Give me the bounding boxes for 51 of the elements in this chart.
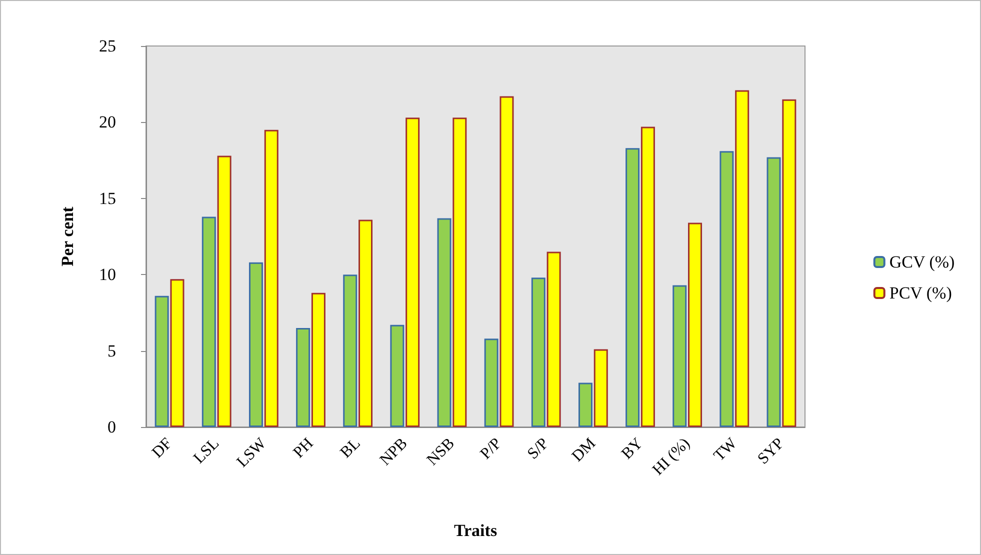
x-tick-label: NSB <box>424 434 458 470</box>
bar <box>296 328 310 427</box>
x-tick-label: P/P <box>477 434 506 463</box>
x-tick-label: BY <box>618 434 647 463</box>
bar <box>766 157 781 427</box>
y-tick-label: 10 <box>99 265 116 284</box>
x-tick-label: HI (%) <box>650 434 694 479</box>
bar <box>311 292 326 427</box>
y-tick-label: 25 <box>99 36 116 56</box>
legend-label: PCV (%) <box>889 284 952 302</box>
bar <box>546 252 561 427</box>
legend-label: GCV (%) <box>889 252 955 272</box>
bar <box>248 262 263 427</box>
bar <box>626 148 640 427</box>
y-tick-label: 20 <box>99 112 116 132</box>
x-tick-label: DF <box>149 434 176 462</box>
bar <box>170 279 184 427</box>
bar <box>264 130 278 427</box>
bar <box>640 126 655 427</box>
x-tick-label: NPB <box>376 434 411 470</box>
x-tick-label: TW <box>710 434 742 465</box>
x-tick-label: PH <box>290 434 318 462</box>
bar <box>720 151 734 427</box>
x-axis-title: Traits <box>454 521 498 540</box>
y-tick-label: 15 <box>99 188 116 208</box>
bar <box>452 118 467 427</box>
bar <box>672 285 687 427</box>
y-tick-label: 5 <box>108 341 116 360</box>
bar <box>437 218 452 427</box>
bar <box>782 99 796 427</box>
bar <box>154 296 169 427</box>
x-tick-label: SYP <box>754 434 788 468</box>
y-tick-label: 0 <box>108 418 116 436</box>
bar <box>406 118 420 427</box>
bar <box>343 274 358 427</box>
x-tick-label: BL <box>337 434 364 462</box>
x-tick-label: S/P <box>524 434 552 463</box>
bar <box>688 222 702 427</box>
bar <box>735 90 750 427</box>
bar <box>500 96 514 427</box>
bar <box>578 382 592 427</box>
bar <box>358 220 373 427</box>
x-tick-label: LSL <box>190 434 223 468</box>
bar <box>202 216 216 427</box>
x-tick-label: DM <box>568 434 600 466</box>
y-axis-title: Per cent <box>58 206 77 266</box>
bar <box>531 278 546 427</box>
bar <box>217 156 232 427</box>
bar <box>484 338 498 427</box>
bar <box>390 324 404 427</box>
bar <box>594 349 608 427</box>
